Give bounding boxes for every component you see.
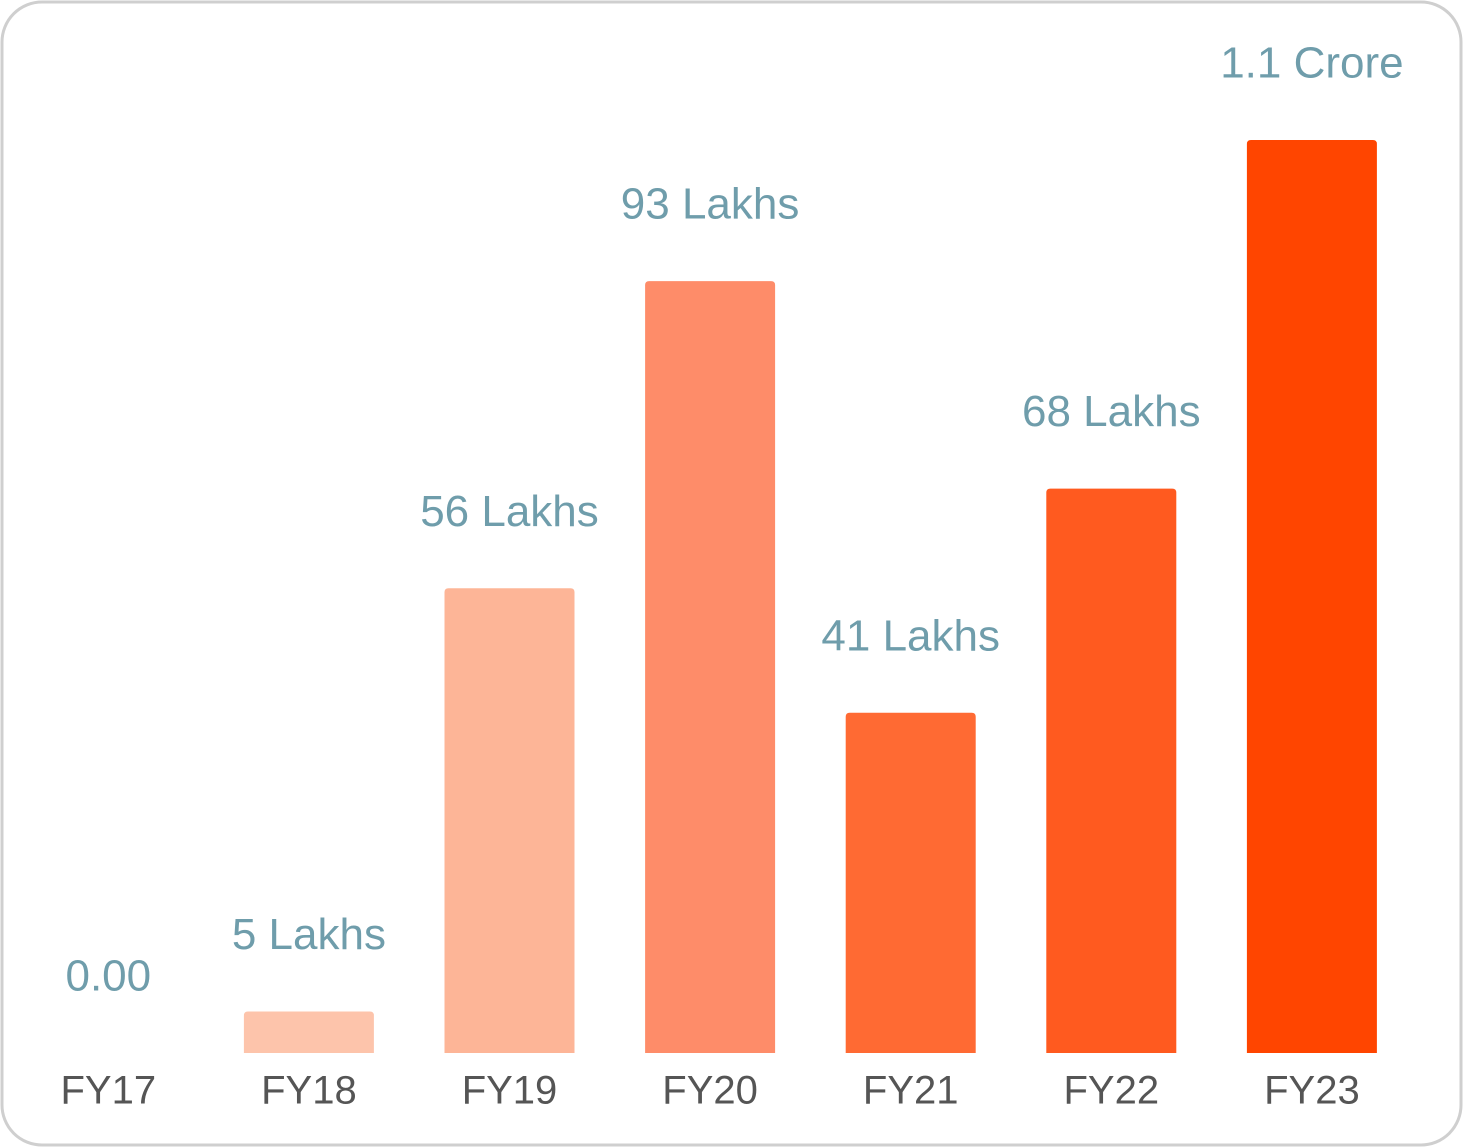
value-label: 93 Lakhs — [621, 180, 800, 229]
x-tick-label: FY18 — [261, 1069, 357, 1113]
bar — [645, 281, 776, 1054]
bar — [243, 1011, 374, 1053]
value-label: 1.1 Crore — [1220, 39, 1403, 88]
value-label: 0.00 — [65, 952, 151, 1001]
value-label: 5 Lakhs — [232, 910, 386, 959]
x-tick-label: FY21 — [863, 1069, 959, 1113]
bar — [845, 712, 976, 1053]
value-label: 41 Lakhs — [821, 611, 1000, 660]
x-tick-label: FY22 — [1063, 1069, 1159, 1113]
bar — [1246, 140, 1377, 1053]
x-tick-label: FY19 — [462, 1069, 558, 1113]
bar — [444, 588, 575, 1053]
x-tick-label: FY23 — [1264, 1069, 1360, 1113]
value-label: 68 Lakhs — [1022, 387, 1201, 436]
x-tick-label: FY17 — [60, 1069, 156, 1113]
value-label: 56 Lakhs — [420, 487, 599, 536]
bar — [1046, 488, 1177, 1054]
x-tick-label: FY20 — [662, 1069, 758, 1113]
